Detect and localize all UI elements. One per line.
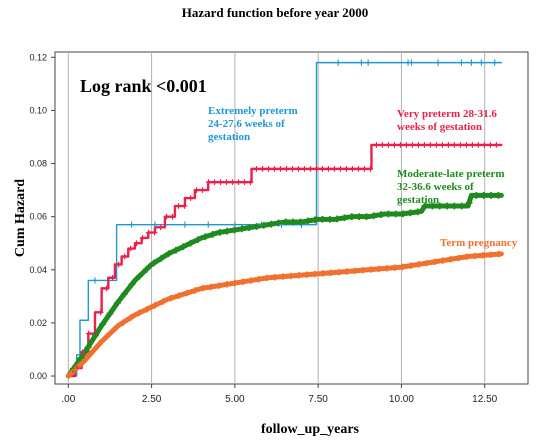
series-label-line-2: Very preterm 28-31.6 <box>397 108 497 120</box>
y-tick-label: 0.06 <box>29 212 47 222</box>
y-tick-label: 0.04 <box>29 265 47 275</box>
series-labels: Extremely preterm 24-27.6 weeks of gestati… <box>208 105 518 249</box>
x-tick-label: 2.50 <box>142 394 162 405</box>
series-label-line-1: Extremely preterm <box>208 105 298 117</box>
series-label-line-4: Term pregnancy <box>440 237 518 249</box>
series-label-line-2: weeks of gestation <box>397 121 482 133</box>
y-tick-label: 0.00 <box>29 371 47 381</box>
x-tick-label: .00 <box>61 394 75 405</box>
series-label-1: Extremely preterm 24-27.6 weeks of gestati… <box>208 105 298 143</box>
y-tick-label: 0.02 <box>29 318 47 328</box>
series-label-4: Term pregnancy <box>440 237 518 249</box>
series-label-line-1: 24-27.6 weeks of <box>208 118 285 130</box>
censor-markers <box>69 59 502 373</box>
series-label-2: Very preterm 28-31.6 weeks of gestation <box>397 108 497 133</box>
series-line-4 <box>65 251 504 379</box>
x-tick-label: 12.50 <box>472 394 497 405</box>
series-line-1 <box>67 61 503 377</box>
y-tick-label: 0.10 <box>29 105 47 115</box>
gridlines <box>67 52 486 384</box>
plot-frame <box>54 51 529 385</box>
series-label-line-3: 32-36.6 weeks of <box>397 181 474 193</box>
x-tick-label: 10.00 <box>389 394 414 405</box>
y-axis-label: Cum Hazard <box>13 179 28 257</box>
series-label-line-3: gestation <box>397 194 439 206</box>
x-axis-label: follow_up_years <box>261 422 360 437</box>
series-label-line-3: Moderate-late preterm <box>397 168 505 180</box>
chart-title: Hazard function before year 2000 <box>182 5 369 20</box>
y-tick-label: 0.08 <box>29 159 47 169</box>
log-rank-annotation: Log rank <0.001 <box>80 76 207 96</box>
x-tick-label: 7.50 <box>308 394 328 405</box>
series-label-3: Moderate-late preterm 32-36.6 weeks of ges… <box>397 168 505 206</box>
y-tick-label: 0.12 <box>29 52 47 62</box>
x-tick-label: 5.00 <box>225 394 245 405</box>
series-label-line-1: gestation <box>208 131 250 143</box>
axis-ticks: .00 2.50 5.00 7.50 10.00 12.50 0.00 0.02 0.04 0.0… <box>29 52 497 405</box>
